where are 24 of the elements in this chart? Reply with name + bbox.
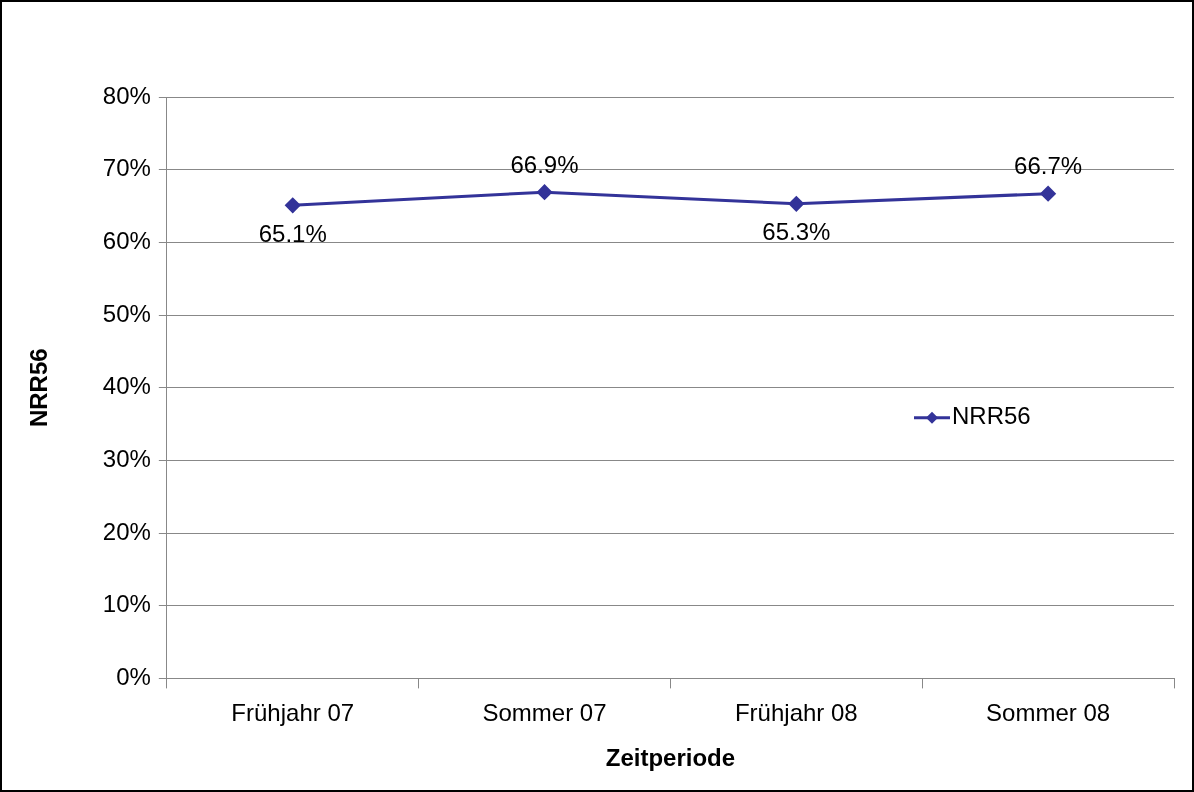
x-tick-label: Sommer 08 (986, 699, 1111, 727)
data-label: 66.9% (510, 150, 579, 178)
y-tick-label: 30% (102, 445, 151, 472)
x-axis-title: Zeitperiode (605, 744, 736, 772)
data-label: 65.3% (762, 218, 831, 246)
x-tick-label: Frühjahr 07 (231, 699, 355, 727)
legend-label: NRR56 (952, 402, 1031, 430)
data-label: 65.1% (258, 219, 327, 247)
point (1040, 186, 1056, 202)
y-axis-title: NRR56 (25, 348, 53, 428)
y-tick-label: 0% (116, 663, 151, 691)
y-tick-label: 50% (102, 299, 151, 327)
y-tick-label: 80% (102, 81, 151, 109)
point (537, 184, 553, 200)
point (788, 196, 804, 212)
point (285, 197, 301, 213)
y-tick-label: 10% (102, 590, 151, 618)
y-tick-label: 60% (102, 226, 151, 254)
y-tick-label: 20% (102, 517, 151, 545)
x-tick-label: Sommer 07 (482, 699, 607, 727)
y-tick-label: 70% (102, 154, 151, 182)
data-label: 66.7% (1014, 152, 1083, 180)
x-tick-label: Frühjahr 08 (734, 699, 858, 727)
y-tick-label: 40% (102, 372, 151, 400)
